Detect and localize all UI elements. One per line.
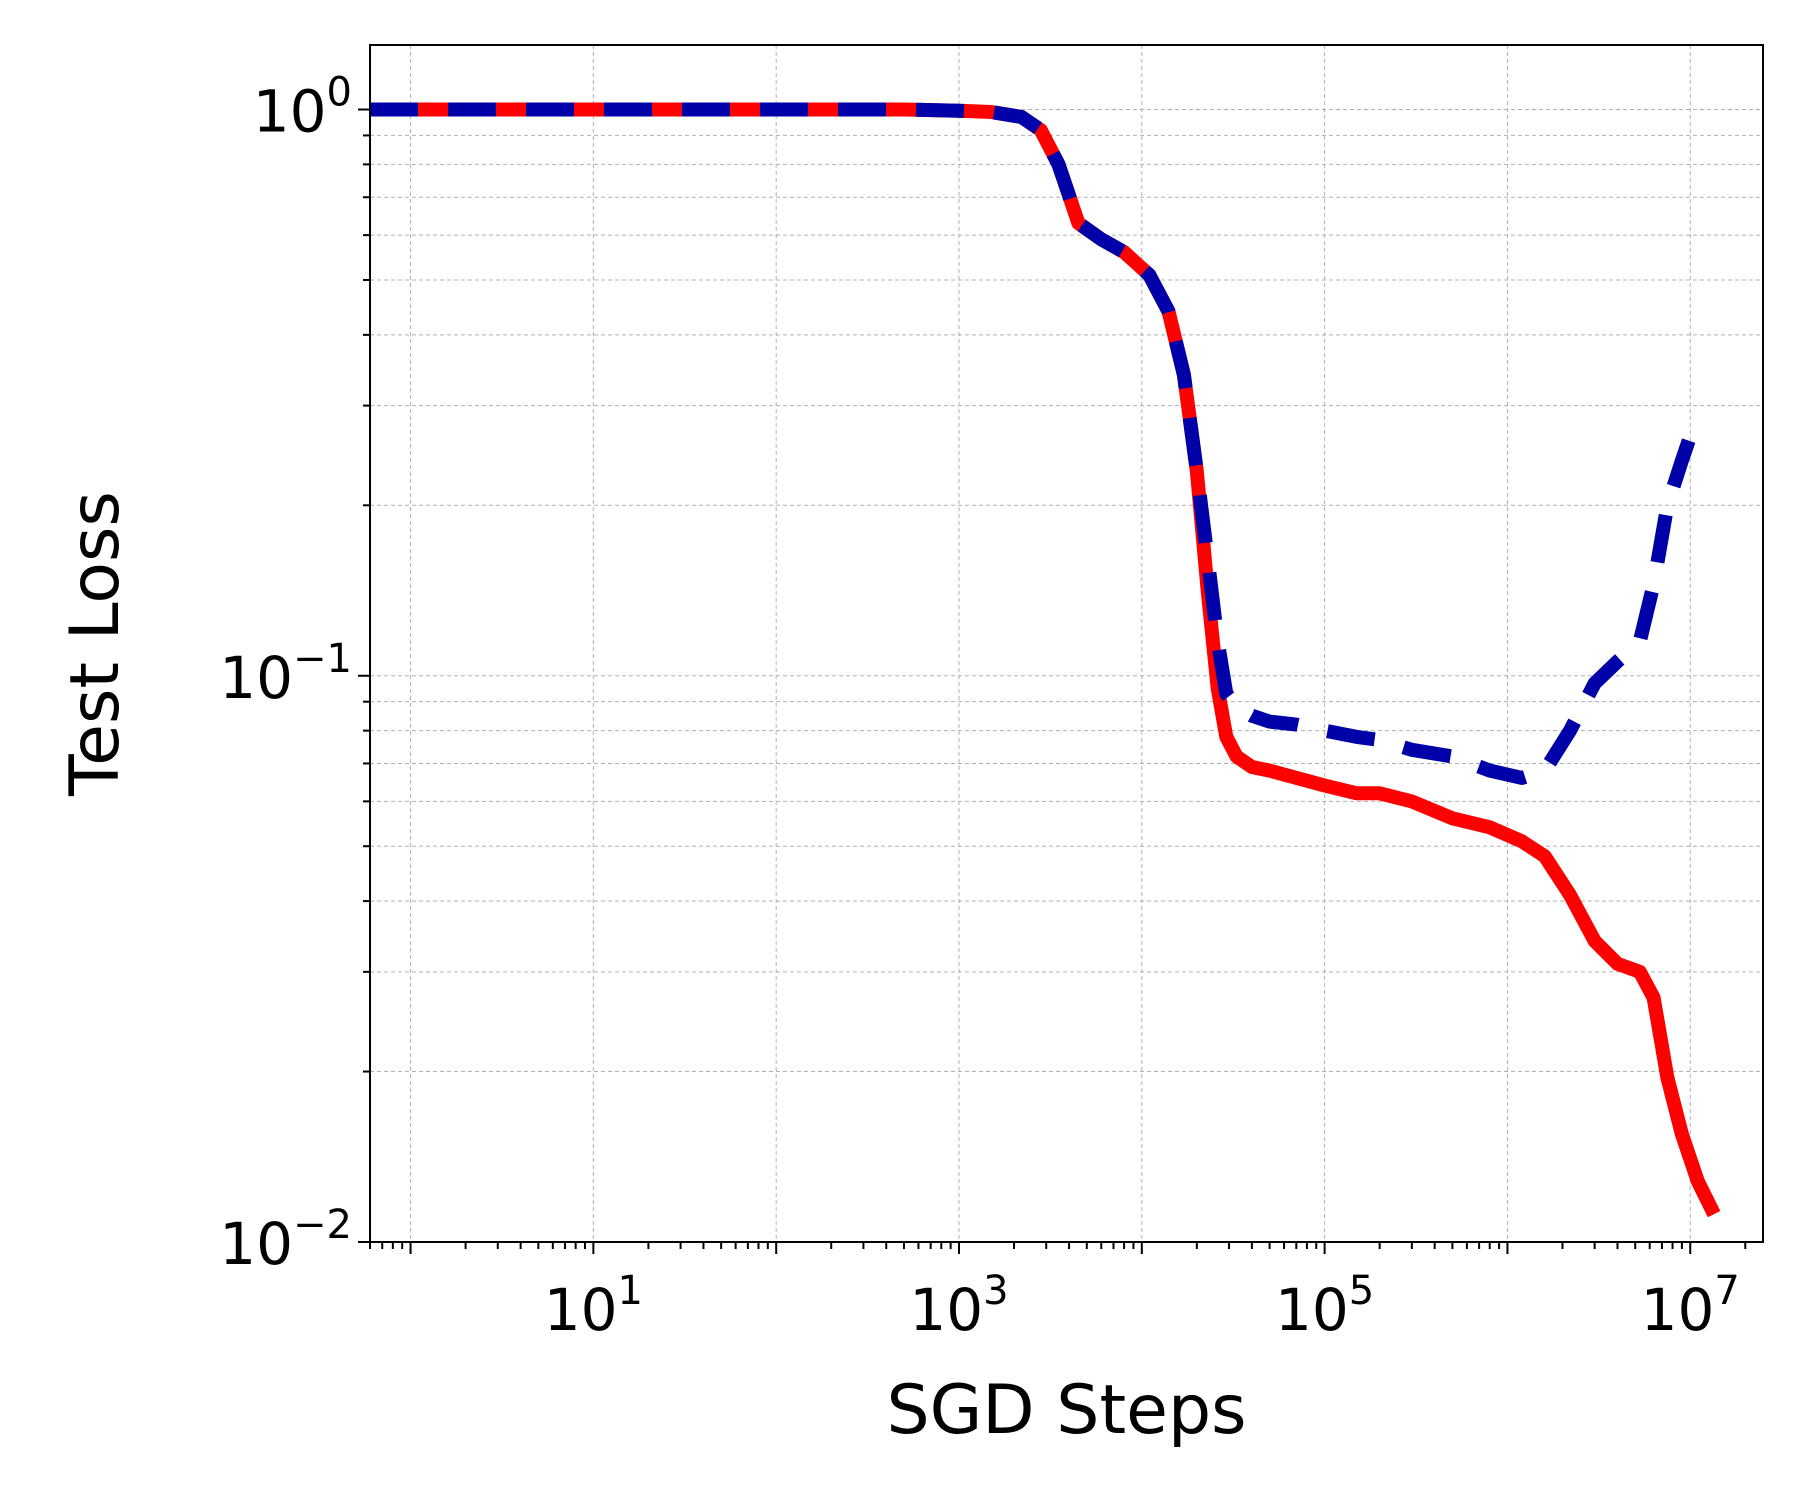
y-tick-label: 100	[253, 70, 352, 146]
series-lines	[370, 102, 1721, 1218]
axis-ticks: 101 103 105 107 100 10−1 10−2	[219, 70, 1747, 1344]
plot-frame	[369, 44, 1764, 1243]
x-tick-label: 101	[544, 1268, 643, 1344]
x-tick-label: 103	[909, 1268, 1008, 1344]
y-tick-label: 10−2	[219, 1202, 352, 1278]
series-line-1	[370, 102, 1721, 1218]
x-axis-label: SGD Steps	[886, 1371, 1246, 1450]
series-line-2	[370, 102, 1705, 785]
grid-lines	[370, 45, 1763, 1243]
x-tick-label: 107	[1641, 1268, 1740, 1344]
y-tick-label: 10−1	[219, 636, 352, 712]
x-tick-label: 105	[1275, 1268, 1374, 1344]
y-axis-label: Test Loss	[56, 491, 135, 797]
